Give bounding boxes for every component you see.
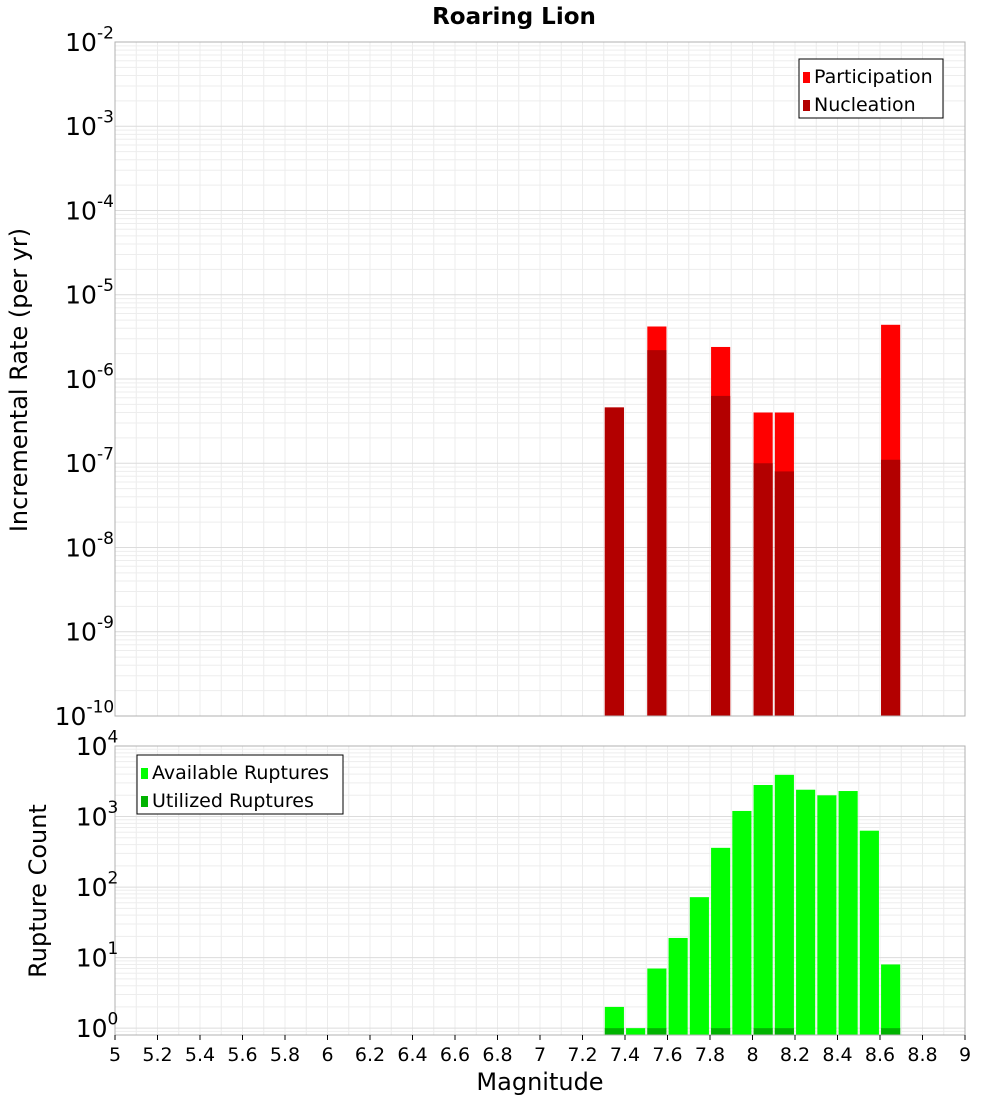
y-tick-label: 10-6 (65, 360, 114, 394)
top-y-axis-label: Incremental Rate (per yr) (5, 228, 33, 532)
bar-available-ruptures (817, 795, 837, 1035)
x-tick-label: 8 (746, 1044, 758, 1066)
x-tick-label: 7.2 (567, 1044, 597, 1066)
x-tick-label: 5 (109, 1044, 121, 1066)
y-tick-label: 10-4 (65, 192, 114, 226)
top-bars (604, 324, 901, 716)
bar-nucleation (881, 459, 901, 716)
bar-available-ruptures (668, 937, 688, 1035)
y-tick-label: 102 (76, 868, 119, 902)
incremental-rate-panel: 10-10 10-9 10-8 10-7 10-6 10-5 10-4 10-3 10-2 Ro… (5, 4, 966, 731)
x-tick-label: 8.4 (822, 1044, 852, 1066)
legend-swatch (141, 796, 148, 807)
x-tick-label: 7.6 (652, 1044, 682, 1066)
y-tick-label: 10-10 (55, 697, 115, 731)
y-tick-label: 10-3 (65, 108, 114, 142)
x-tick-label: 6.6 (440, 1044, 470, 1066)
bar-utilized-ruptures (604, 1028, 624, 1035)
bar-available-ruptures (647, 968, 667, 1035)
legend-label: Utilized Ruptures (152, 790, 314, 812)
rupture-count-panel: 100 101 102 103 104 5 5.2 5.4 5.6 5.8 6 6.2 6.4 6.6 6… (24, 727, 971, 1096)
x-tick-label: 8.2 (780, 1044, 810, 1066)
legend-label: Available Ruptures (152, 762, 329, 784)
bar-available-ruptures (604, 1006, 624, 1035)
y-tick-label: 10-2 (65, 23, 114, 57)
bar-utilized-ruptures (881, 1028, 901, 1035)
y-tick-label: 10-8 (65, 529, 114, 563)
bar-utilized-ruptures (774, 1028, 794, 1035)
bar-available-ruptures (774, 774, 794, 1035)
legend-swatch (803, 100, 810, 111)
x-axis-label: Magnitude (476, 1068, 603, 1096)
bar-available-ruptures (753, 784, 773, 1035)
y-tick-label: 103 (76, 798, 119, 832)
bottom-y-tick-labels: 100 101 102 103 104 (76, 727, 119, 1043)
y-tick-label: 10-7 (65, 445, 114, 479)
bar-nucleation (711, 395, 731, 716)
bar-utilized-ruptures (753, 1028, 773, 1035)
bar-available-ruptures (881, 964, 901, 1035)
legend-box (136, 754, 344, 815)
bar-available-ruptures (732, 810, 752, 1035)
bar-available-ruptures (859, 830, 879, 1035)
bar-utilized-ruptures (711, 1028, 731, 1035)
top-legend: Participation Nucleation (798, 58, 944, 119)
legend-swatch (803, 72, 810, 83)
bar-nucleation (604, 407, 624, 716)
y-tick-label: 104 (76, 727, 119, 761)
bottom-legend: Available Ruptures Utilized Ruptures (136, 754, 344, 815)
x-tick-label: 7.8 (695, 1044, 725, 1066)
x-tick-label: 8.8 (907, 1044, 937, 1066)
chart-title: Roaring Lion (432, 4, 596, 30)
x-tick-label: 7 (534, 1044, 546, 1066)
y-tick-label: 10-9 (65, 613, 114, 647)
legend-label: Participation (814, 66, 933, 88)
x-tick-label: 5.6 (227, 1044, 257, 1066)
x-tick-label: 6 (321, 1044, 333, 1066)
legend-swatch (141, 768, 148, 779)
top-y-tick-labels: 10-10 10-9 10-8 10-7 10-6 10-5 10-4 10-3 10-2 (55, 23, 115, 731)
bar-available-ruptures (689, 897, 709, 1035)
x-tick-label: 9 (959, 1044, 971, 1066)
bar-nucleation (647, 350, 667, 716)
x-tick-label: 5.2 (142, 1044, 172, 1066)
bar-available-ruptures (796, 789, 816, 1035)
top-plot-frame (114, 41, 966, 717)
y-tick-label: 100 (76, 1009, 119, 1043)
bottom-y-axis-label: Rupture Count (24, 804, 52, 978)
bar-available-ruptures (626, 1028, 646, 1035)
x-tick-label: 6.2 (355, 1044, 385, 1066)
x-tick-labels: 5 5.2 5.4 5.6 5.8 6 6.2 6.4 6.6 6.8 7 7.2 7.4 7.6 7.8 8… (109, 1035, 971, 1066)
legend-label: Nucleation (814, 94, 916, 116)
top-gridlines (114, 41, 966, 717)
bar-nucleation (753, 463, 773, 716)
bar-available-ruptures (711, 847, 731, 1035)
bar-available-ruptures (838, 791, 858, 1035)
legend-box (798, 58, 944, 119)
y-tick-label: 10-5 (65, 276, 114, 310)
x-tick-label: 8.6 (865, 1044, 895, 1066)
y-tick-label: 101 (76, 939, 119, 973)
bottom-bars (604, 774, 901, 1035)
x-tick-label: 5.4 (185, 1044, 215, 1066)
x-tick-label: 6.4 (397, 1044, 427, 1066)
x-tick-label: 5.8 (270, 1044, 300, 1066)
bar-nucleation (774, 471, 794, 716)
bar-utilized-ruptures (647, 1028, 667, 1035)
x-tick-label: 6.8 (482, 1044, 512, 1066)
x-tick-label: 7.4 (610, 1044, 640, 1066)
